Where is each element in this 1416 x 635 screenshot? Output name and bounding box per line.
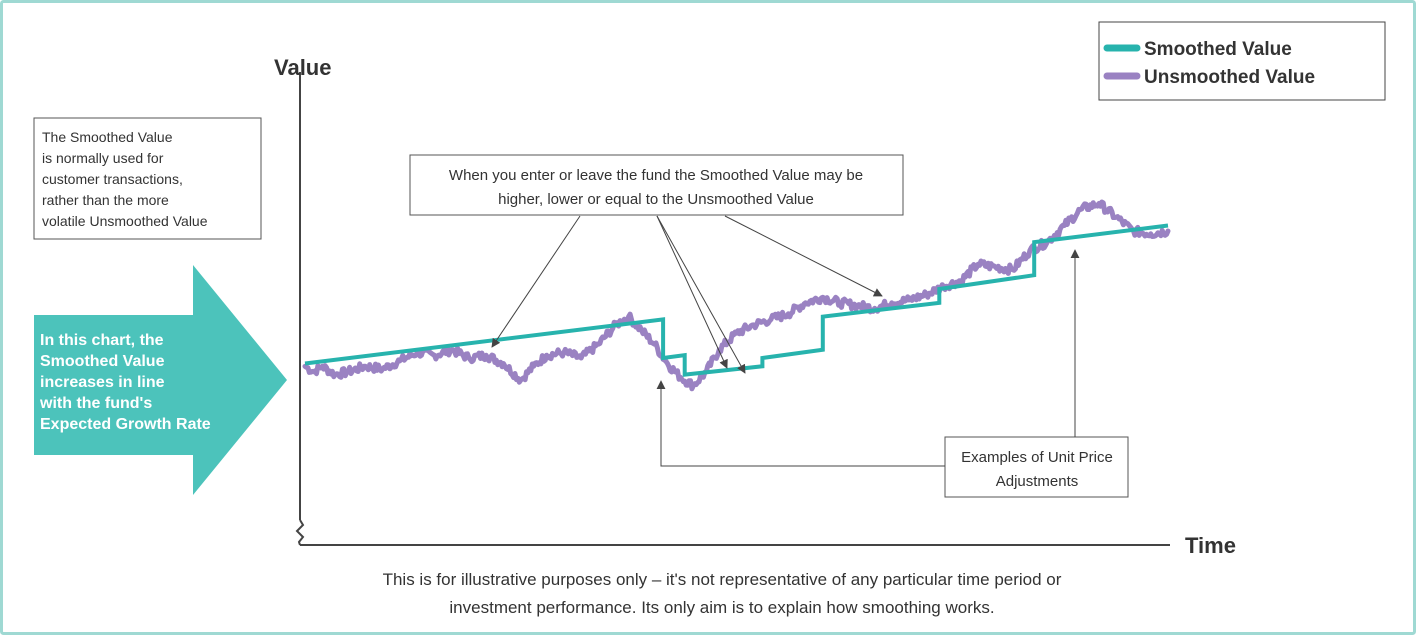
legend: Smoothed Value Unsmoothed Value [1098, 21, 1386, 101]
callout-adjustments-line-1: Examples of Unit Price [961, 449, 1113, 466]
info-box-line-3: customer transactions, [42, 171, 183, 187]
legend-label-unsmoothed: Unsmoothed Value [1144, 67, 1315, 88]
info-box-line-2: is normally used for [42, 150, 164, 166]
callout-arrow-3 [656, 215, 746, 374]
arrow-text-line-4: with the fund's [39, 395, 152, 412]
info-box-border [33, 117, 262, 240]
info-box-line-5: volatile Unsmoothed Value [42, 213, 208, 229]
footnote: This is for illustrative purposes only –… [383, 570, 1062, 617]
callout-enter-leave-line-1: When you enter or leave the fund the Smo… [449, 167, 863, 184]
arrow-text-line-5: Expected Growth Rate [40, 416, 211, 433]
y-axis-title: Value [274, 55, 331, 80]
arrow-text-line-3: increases in line [40, 374, 165, 391]
callout-arrow-2 [656, 215, 728, 369]
callout-adjustments-line-2: Adjustments [996, 473, 1079, 490]
legend-label-smoothed: Smoothed Value [1144, 39, 1292, 60]
info-box-line-1: The Smoothed Value [42, 129, 173, 145]
info-box-line-4: rather than the more [42, 192, 169, 208]
footnote-line-2: investment performance. Its only aim is … [449, 598, 994, 617]
arrow-text-line-1: In this chart, the [40, 332, 164, 349]
callout-adjustments: Examples of Unit Price Adjustments [656, 249, 1129, 498]
x-axis-title: Time [1185, 533, 1236, 558]
legend-box [1098, 21, 1386, 101]
callout-adjustments-box [944, 436, 1129, 498]
footnote-line-1: This is for illustrative purposes only –… [383, 570, 1062, 589]
y-axis-break [295, 519, 305, 546]
callout-enter-leave: When you enter or leave the fund the Smo… [409, 154, 904, 374]
callout-enter-leave-box [409, 154, 904, 216]
info-box: The Smoothed Value is normally used for … [33, 117, 262, 240]
axes: Value Time [274, 55, 1236, 558]
callout-arrow-1 [491, 215, 581, 348]
callout-arrow-4 [724, 215, 883, 297]
arrow-shape [34, 265, 287, 495]
smoothed-value-line [304, 223, 1169, 377]
series-layer [302, 199, 1171, 392]
callout-enter-leave-line-2: higher, lower or equal to the Unsmoothed… [498, 191, 814, 208]
unsmoothed-value-line [302, 199, 1171, 392]
callout-adjustments-arrow-left [656, 380, 945, 467]
growth-rate-arrow: In this chart, the Smoothed Value increa… [34, 265, 287, 495]
arrow-text-line-2: Smoothed Value [40, 353, 165, 370]
